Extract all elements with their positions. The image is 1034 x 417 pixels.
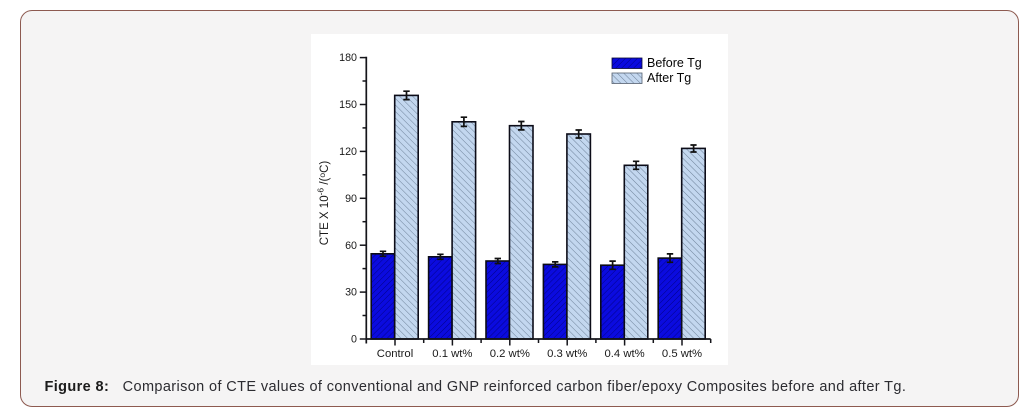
svg-text:0: 0 (351, 334, 357, 346)
svg-text:90: 90 (345, 193, 357, 205)
svg-text:0.4 wt%: 0.4 wt% (605, 348, 645, 360)
svg-text:CTE X 10-6 /(oC): CTE X 10-6 /(oC) (316, 161, 332, 246)
svg-text:Control: Control (377, 348, 413, 360)
svg-text:120: 120 (339, 146, 357, 158)
svg-text:After Tg: After Tg (647, 71, 691, 85)
svg-text:0.2 wt%: 0.2 wt% (490, 348, 530, 360)
svg-text:0.5 wt%: 0.5 wt% (662, 348, 702, 360)
svg-text:150: 150 (339, 99, 357, 111)
svg-text:Before Tg: Before Tg (647, 56, 702, 70)
svg-text:30: 30 (345, 287, 357, 299)
svg-text:0.3 wt%: 0.3 wt% (547, 348, 587, 360)
svg-text:60: 60 (345, 240, 357, 252)
svg-text:0.1 wt%: 0.1 wt% (432, 348, 472, 360)
svg-text:180: 180 (339, 52, 357, 64)
